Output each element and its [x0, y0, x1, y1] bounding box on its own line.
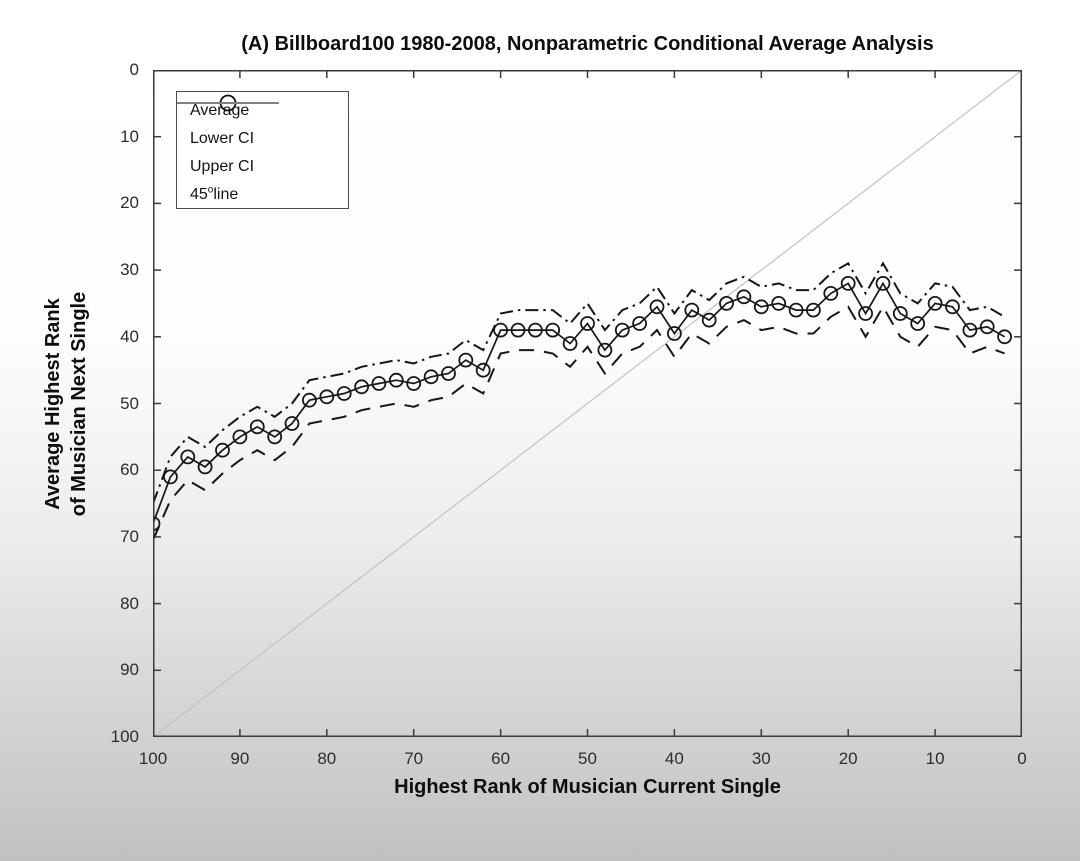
y-tick-label: 0	[129, 60, 139, 79]
x-tick-label: 60	[491, 749, 511, 768]
x-axis-label: Highest Rank of Musician Current Single	[394, 776, 781, 798]
x-tick-label: 100	[138, 749, 168, 768]
legend-item-lower-ci: Lower CI	[177, 102, 348, 153]
x-tick-label: 80	[317, 749, 337, 768]
y-tick-label: 60	[120, 460, 139, 480]
y-tick-label: 30	[120, 260, 139, 280]
legend-line-line-45-sample	[177, 102, 279, 104]
legend-item-line-45: 45oline	[177, 102, 348, 209]
x-tick-label: 0	[1017, 749, 1027, 768]
y-tick-label: 20	[120, 193, 139, 213]
y-axis-label-line1: Average Highest Rank	[42, 298, 64, 510]
y-tick-label: 40	[120, 326, 139, 346]
legend-label-line-45: 45oline	[190, 184, 239, 203]
legend-label-lower-ci: Lower CI	[190, 130, 255, 147]
plot-area: Average Lower CI Upper CI 45oline	[153, 70, 1022, 737]
x-tick-label: 90	[230, 749, 250, 768]
x-tick-label: 20	[838, 749, 858, 768]
x-tick-label: 40	[664, 749, 684, 768]
plot-svg	[153, 70, 1022, 737]
y-tick-label: 90	[120, 660, 139, 680]
y-tick-label: 70	[120, 526, 139, 546]
legend-item-upper-ci: Upper CI	[177, 102, 348, 181]
x-tick-label: 10	[925, 749, 945, 768]
legend-label-upper-ci: Upper CI	[190, 158, 255, 175]
x-tick-label: 50	[578, 749, 597, 768]
x-tick-label: 70	[404, 749, 424, 768]
y-tick-label: 100	[110, 727, 139, 746]
y-tick-label: 80	[120, 593, 139, 613]
legend: Average Lower CI Upper CI 45oline	[176, 91, 349, 209]
y-tick-label: 10	[120, 126, 139, 146]
chart-title: (A) Billboard100 1980-2008, Nonparametri…	[241, 33, 934, 55]
x-tick-label: 30	[751, 749, 771, 768]
y-tick-label: 50	[120, 393, 139, 413]
